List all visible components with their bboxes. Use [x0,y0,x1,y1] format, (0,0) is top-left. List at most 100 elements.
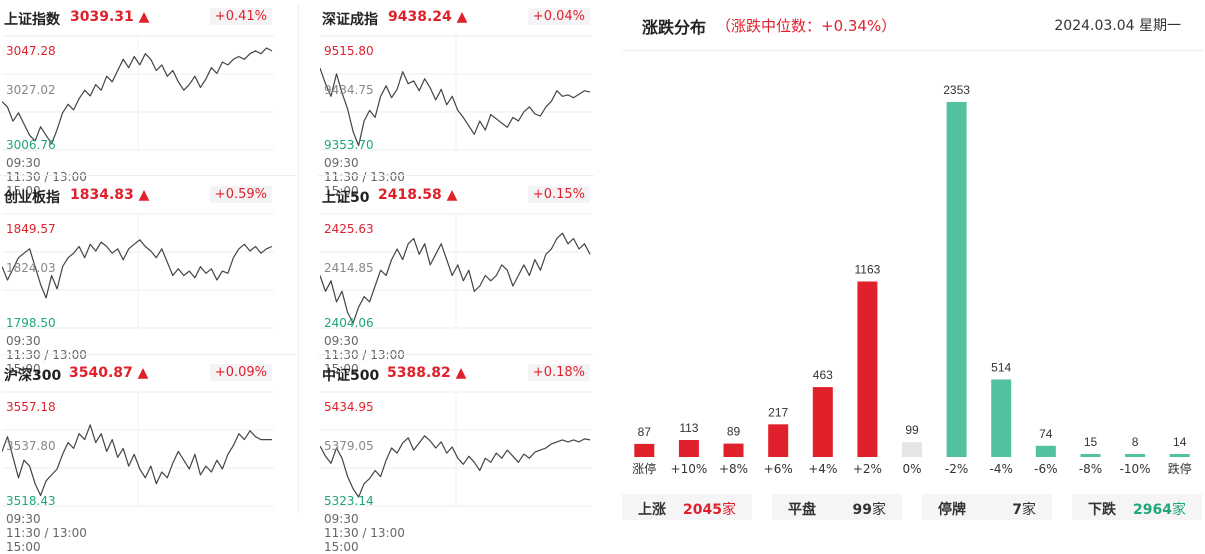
summary-label: 平盘 [788,502,816,518]
time-mid-label: 11:30 / 13:00 [6,348,87,362]
time-start-label: 09:30 [6,334,41,348]
index-panel[interactable]: 上证50 2418.58 ▲ +0.15% 2425.63 2414.85 2404.06… [320,184,592,376]
summary-value: 2045家 [683,502,736,518]
price-line [2,47,273,145]
time-start-label: 09:30 [324,334,359,348]
panel-header: 创业板指 1834.83 ▲ +0.59% [2,184,274,208]
time-end-label: 15:00 [324,184,359,198]
index-name: 创业板指 [4,190,60,206]
intraday-chart: 2425.63 2414.85 2404.06 [320,212,592,330]
mid-price-label: 1824.03 [6,261,56,275]
panel-header: 深证成指 9438.24 ▲ +0.04% [320,6,592,30]
summary-item: 上涨 2045家 [622,494,752,520]
low-price-label: 3006.76 [6,138,56,152]
bar-value-label: 463 [813,368,833,382]
time-end-label: 15:00 [6,184,41,198]
bar-value-label: 87 [638,425,652,439]
panel-header: 沪深300 3540.87 ▲ +0.09% [2,362,274,386]
time-axis: 09:30 11:30 / 13:00 15:00 [6,334,274,376]
bar-value-label: 14 [1173,435,1187,449]
time-mid-label: 11:30 / 13:00 [324,348,405,362]
bar-category-label: -2% [945,462,968,476]
bar-category-label: -6% [1034,462,1057,476]
intraday-chart: 9515.80 9434.75 9353.70 [320,34,592,152]
panel-header: 上证50 2418.58 ▲ +0.15% [320,184,592,208]
bar-value-label: 99 [905,423,919,437]
price-line [2,424,272,497]
index-panel[interactable]: 上证指数 3039.31 ▲ +0.41% 3047.28 3027.02 3006.76… [2,6,274,198]
distribution-bar [1035,445,1056,457]
summary-item: 停牌 7家 [922,494,1052,520]
time-axis: 09:30 11:30 / 13:00 15:00 [6,156,274,198]
high-price-label: 3047.28 [6,44,56,58]
high-price-label: 2425.63 [324,222,374,236]
bar-category-label: +4% [808,462,837,476]
summary-value: 7家 [1012,502,1036,518]
distribution-bar [1169,454,1190,457]
intraday-chart: 3047.28 3027.02 3006.76 [2,34,274,152]
index-panel[interactable]: 中证500 5388.82 ▲ +0.18% 5434.95 5379.05 5323.1… [320,362,592,554]
bar-value-label: 2353 [943,83,970,97]
index-name: 中证500 [322,368,380,384]
index-name: 上证指数 [4,12,60,28]
index-value: 3540.87 ▲ [69,365,149,381]
index-panel[interactable]: 创业板指 1834.83 ▲ +0.59% 1849.57 1824.03 1798.50… [2,184,274,376]
intraday-line-svg [320,34,592,152]
distribution-bar [1125,454,1146,457]
distribution-bar [723,443,744,457]
time-mid-label: 11:30 / 13:00 [324,170,405,184]
price-line [320,232,591,324]
summary-value: 2964家 [1133,502,1186,518]
bar-category-label: -8% [1079,462,1102,476]
mid-price-label: 9434.75 [324,83,374,97]
time-axis: 09:30 11:30 / 13:00 15:00 [324,156,592,198]
time-start-label: 09:30 [6,156,41,170]
distribution-bar [634,443,655,457]
column-divider [298,4,299,514]
intraday-chart: 1849.57 1824.03 1798.50 [2,212,274,330]
index-panel[interactable]: 沪深300 3540.87 ▲ +0.09% 3557.18 3537.80 3518.4… [2,362,274,554]
high-price-label: 9515.80 [324,44,374,58]
intraday-line-svg [320,390,592,508]
bar-category-label: +6% [764,462,793,476]
index-change: +0.15% [527,186,590,203]
distribution-bar [678,440,699,457]
bar-value-label: 217 [768,405,788,419]
index-value: 2418.58 ▲ [378,187,458,203]
index-change: +0.09% [209,364,272,381]
bar-category-label: +10% [671,462,708,476]
time-axis: 09:30 11:30 / 13:00 15:00 [6,512,274,554]
index-panel[interactable]: 深证成指 9438.24 ▲ +0.04% 9515.80 9434.75 9353.70… [320,6,592,198]
price-line [320,67,591,147]
intraday-line-svg [2,34,274,152]
time-end-label: 15:00 [6,362,41,376]
title-divider [622,50,1204,51]
index-change: +0.41% [209,8,272,25]
median-change: （涨跌中位数：+0.34%） [716,17,897,35]
distribution-bar [991,379,1012,457]
bar-value-label: 74 [1039,427,1053,441]
low-price-label: 5323.14 [324,494,374,508]
bar-value-label: 113 [679,421,698,435]
row-divider [318,354,594,355]
row-divider [0,175,296,176]
summary-value: 99家 [852,502,886,518]
high-price-label: 3557.18 [6,400,56,414]
index-value: 3039.31 ▲ [70,9,150,25]
low-price-label: 1798.50 [6,316,56,330]
index-value: 9438.24 ▲ [388,9,468,25]
mid-price-label: 3027.02 [6,83,56,97]
time-mid-label: 11:30 / 13:00 [6,526,87,540]
time-end-label: 15:00 [324,540,359,554]
bar-value-label: 8 [1132,435,1139,449]
time-mid-label: 11:30 / 13:00 [6,170,87,184]
price-line [2,239,273,299]
bar-value-label: 15 [1084,435,1098,449]
distribution-bar [946,102,967,457]
low-price-label: 3518.43 [6,494,56,508]
panel-header: 上证指数 3039.31 ▲ +0.41% [2,6,274,30]
distribution-bar [857,281,878,457]
row-divider [0,354,296,355]
bar-category-label: +2% [853,462,882,476]
low-price-label: 9353.70 [324,138,374,152]
